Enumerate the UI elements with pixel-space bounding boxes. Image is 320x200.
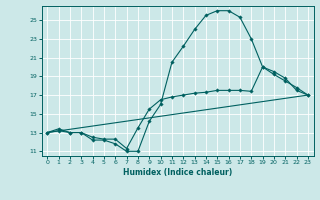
X-axis label: Humidex (Indice chaleur): Humidex (Indice chaleur)	[123, 168, 232, 177]
